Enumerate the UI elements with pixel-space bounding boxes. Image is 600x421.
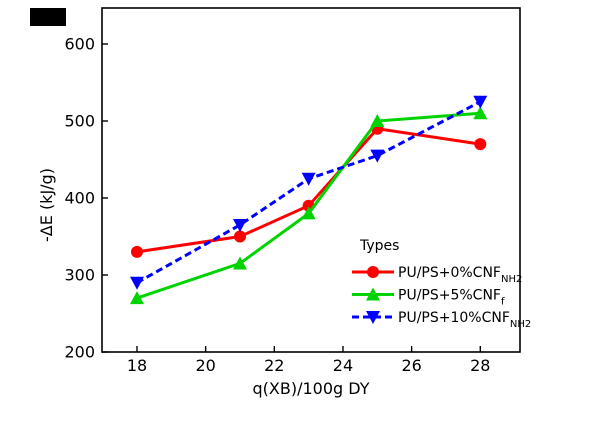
x-tick-label: 28 xyxy=(470,356,490,375)
plot-frame xyxy=(101,7,521,353)
red-series-data-point xyxy=(474,138,487,151)
blue-series-data-point xyxy=(370,149,385,163)
legend-entry-label: PU/PS+0%CNFNH2 xyxy=(398,265,522,285)
y-tick-label: 200 xyxy=(64,343,95,362)
legend-circle-icon xyxy=(367,266,379,278)
x-tick-label: 22 xyxy=(264,356,284,375)
green-series-data-point xyxy=(232,256,247,270)
x-tick-label: 26 xyxy=(401,356,421,375)
blue-series-data-point xyxy=(232,218,247,232)
red-series-data-point xyxy=(131,245,143,258)
green-series-data-point xyxy=(370,114,385,127)
y-tick-label: 400 xyxy=(64,189,95,208)
legend-entry-label: PU/PS+5%CNFf xyxy=(398,288,505,308)
legend-title: Types xyxy=(359,238,399,254)
blue-series-data-point xyxy=(473,95,488,109)
green-series-data-point xyxy=(301,206,316,220)
x-tick-label: 18 xyxy=(127,356,147,375)
x-axis-title: q(XB)/100g DY xyxy=(253,379,370,398)
legend-triangle-down-icon xyxy=(366,311,380,324)
red-series-data-point xyxy=(233,230,246,243)
y-tick-label: 300 xyxy=(64,266,95,285)
legend-entry-label: PU/PS+10%CNFNH2 xyxy=(398,310,531,330)
y-tick-label: 600 xyxy=(64,35,95,54)
corner-black-box xyxy=(30,8,66,26)
legend-triangle-up-icon xyxy=(366,287,380,301)
y-axis-title: -ΔE (kJ/g) xyxy=(37,168,56,242)
blue-series-data-point xyxy=(301,172,316,186)
y-tick-label: 500 xyxy=(64,112,95,131)
x-tick-label: 24 xyxy=(333,356,353,375)
blue-series-data-point xyxy=(130,276,144,290)
green-series-data-point xyxy=(473,106,488,120)
green-series-data-point xyxy=(130,291,144,305)
x-tick-label: 20 xyxy=(195,356,215,375)
